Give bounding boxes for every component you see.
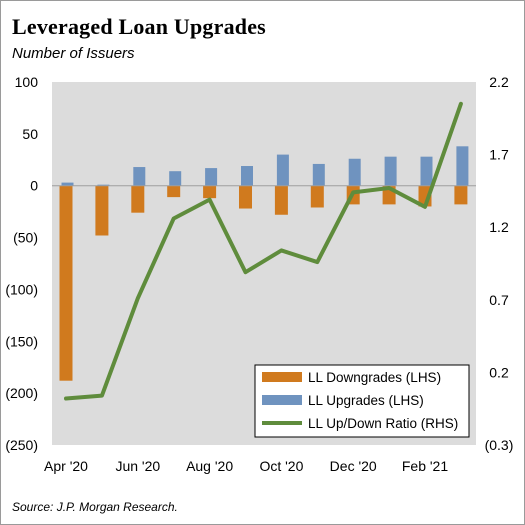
upgrade-bar xyxy=(384,156,397,186)
right-axis-tick-label: (0.3) xyxy=(485,437,514,453)
left-axis-tick-label: 50 xyxy=(22,126,38,142)
chart-legend: LL Downgrades (LHS) LL Upgrades (LHS) LL U… xyxy=(254,364,470,438)
downgrade-bar xyxy=(310,185,324,208)
downgrade-bar xyxy=(274,185,288,215)
legend-label: LL Upgrades (LHS) xyxy=(308,393,424,408)
legend-label: LL Up/Down Ratio (RHS) xyxy=(308,416,458,431)
upgrade-bar xyxy=(241,166,253,186)
right-axis-ticks: 2.2 1.7 1.2 0.7 0.2 (0.3) xyxy=(485,74,514,453)
x-axis-tick-label: Aug '20 xyxy=(186,458,233,474)
downgrade-bar xyxy=(131,185,145,213)
right-axis-tick-label: 1.2 xyxy=(489,219,509,235)
upgrade-bar xyxy=(97,184,110,186)
x-axis-ticks: Apr '20 Jun '20 Aug '20 Oct '20 Dec '20 Feb '… xyxy=(44,458,448,474)
upgrade-bar xyxy=(133,167,146,186)
x-axis-tick-label: Jun '20 xyxy=(115,458,160,474)
left-axis-ticks: 100 50 0 (50) (100) (150) (200) (250) xyxy=(5,74,38,453)
left-axis-tick-label: (50) xyxy=(13,230,38,246)
legend-label: LL Downgrades (LHS) xyxy=(308,370,441,385)
x-axis-tick-label: Oct '20 xyxy=(259,458,303,474)
source-note: Source: J.P. Morgan Research. xyxy=(12,500,178,514)
downgrade-bar xyxy=(203,185,217,199)
downgrade-bar xyxy=(95,185,109,236)
left-axis-tick-label: 0 xyxy=(30,178,38,194)
upgrade-bar xyxy=(61,182,74,186)
downgrade-bar xyxy=(454,185,468,205)
ratio-series-line xyxy=(64,101,463,401)
right-axis-tick-label: 0.2 xyxy=(489,364,509,380)
left-axis-tick-label: (200) xyxy=(5,385,38,401)
x-axis-tick-label: Feb '21 xyxy=(402,458,448,474)
chart-title: Leveraged Loan Upgrades xyxy=(12,14,266,39)
upgrade-bar xyxy=(169,171,182,186)
downgrade-bar xyxy=(59,185,73,381)
downgrade-bar xyxy=(167,185,181,198)
upgrade-bar xyxy=(420,156,433,186)
upgrade-bar xyxy=(205,168,218,186)
right-axis-tick-label: 2.2 xyxy=(489,74,509,90)
right-axis-tick-label: 1.7 xyxy=(489,147,509,163)
downgrade-bar xyxy=(239,185,252,209)
legend-swatch xyxy=(262,395,302,405)
chart-subtitle: Number of Issuers xyxy=(12,45,135,62)
upgrade-bar xyxy=(312,163,325,186)
legend-swatch xyxy=(262,372,302,382)
left-axis-tick-label: (250) xyxy=(5,437,38,453)
left-axis-tick-label: (150) xyxy=(5,333,38,349)
upgrade-bar xyxy=(456,146,469,186)
upgrade-bar xyxy=(276,154,289,186)
left-axis-tick-label: 100 xyxy=(15,74,39,90)
x-axis-tick-label: Apr '20 xyxy=(44,458,88,474)
right-axis-tick-label: 0.7 xyxy=(489,292,509,308)
left-axis-tick-label: (100) xyxy=(5,281,38,297)
x-axis-tick-label: Dec '20 xyxy=(330,458,377,474)
upgrade-bar xyxy=(348,158,361,186)
